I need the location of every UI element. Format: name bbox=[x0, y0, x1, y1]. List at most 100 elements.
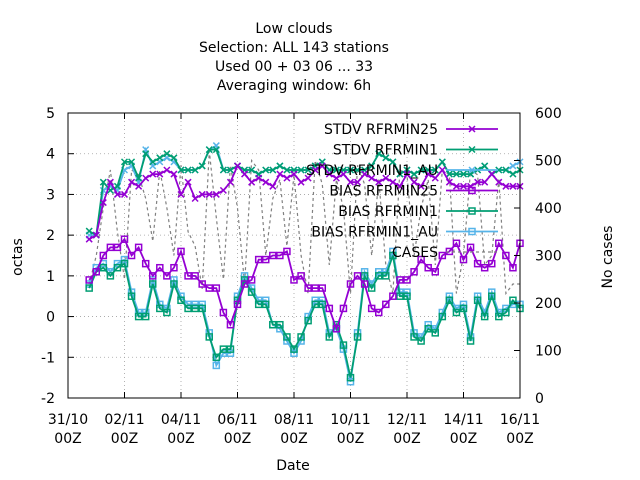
data-point bbox=[198, 280, 206, 288]
data-point bbox=[502, 166, 510, 174]
data-point bbox=[452, 308, 461, 317]
data-point-stroke bbox=[113, 182, 121, 190]
data-point-stroke bbox=[106, 178, 114, 186]
data-point bbox=[184, 166, 192, 174]
data-point bbox=[248, 178, 256, 186]
data-point-stroke bbox=[156, 154, 164, 162]
data-point-stroke bbox=[403, 170, 411, 178]
data-point bbox=[459, 304, 468, 313]
data-point bbox=[332, 166, 340, 174]
data-point bbox=[163, 166, 171, 174]
data-point bbox=[382, 300, 390, 309]
legend-label: BIAS RFRMIN1 bbox=[338, 204, 438, 220]
data-point bbox=[480, 263, 489, 272]
data-point bbox=[191, 166, 199, 174]
data-point bbox=[396, 170, 404, 178]
y2-tick-label: 300 bbox=[535, 249, 562, 265]
data-point bbox=[198, 162, 206, 170]
data-point-stroke bbox=[502, 166, 510, 174]
data-point-stroke bbox=[368, 162, 376, 170]
data-point-stroke bbox=[389, 158, 397, 166]
data-point bbox=[389, 158, 397, 166]
data-point bbox=[438, 251, 447, 260]
data-point bbox=[459, 170, 468, 178]
data-point bbox=[226, 166, 234, 174]
data-point bbox=[445, 178, 453, 186]
data-point bbox=[233, 300, 242, 309]
data-point-stroke bbox=[354, 166, 362, 174]
x-tick-label: 00Z bbox=[337, 431, 364, 447]
data-point bbox=[240, 280, 249, 288]
data-point bbox=[276, 162, 284, 170]
data-point bbox=[254, 300, 263, 309]
data-point bbox=[177, 296, 185, 305]
data-point bbox=[85, 284, 93, 292]
data-point bbox=[290, 345, 298, 353]
data-point bbox=[170, 154, 178, 162]
data-point-stroke bbox=[452, 182, 460, 190]
data-point bbox=[466, 337, 475, 345]
data-point bbox=[396, 182, 404, 190]
data-point bbox=[396, 292, 404, 300]
data-point-stroke bbox=[219, 186, 227, 194]
data-point bbox=[113, 263, 122, 272]
chart-title: Low clouds Selection: ALL 143 stations Use… bbox=[199, 21, 389, 94]
series-bias-rfrmin1 bbox=[85, 251, 524, 382]
data-point bbox=[318, 300, 326, 309]
data-point bbox=[212, 284, 221, 292]
data-point-stroke bbox=[452, 170, 460, 178]
data-point bbox=[141, 312, 150, 321]
data-point bbox=[127, 251, 136, 260]
data-point-stroke bbox=[205, 190, 213, 198]
data-point bbox=[240, 276, 249, 284]
y-tick-label: -2 bbox=[41, 391, 55, 407]
data-point-stroke bbox=[417, 166, 425, 174]
data-point-stroke bbox=[445, 178, 453, 186]
data-point-stroke bbox=[417, 182, 425, 190]
data-point bbox=[149, 272, 157, 280]
data-point bbox=[466, 243, 475, 252]
data-point bbox=[290, 276, 298, 284]
data-point bbox=[304, 174, 312, 182]
data-point bbox=[403, 292, 411, 300]
data-point bbox=[269, 182, 277, 190]
data-point bbox=[184, 178, 192, 186]
data-point bbox=[128, 178, 136, 186]
x-tick-label: 14/11 bbox=[443, 412, 483, 428]
data-point bbox=[212, 361, 221, 370]
data-point-stroke bbox=[191, 194, 199, 203]
data-point-stroke bbox=[346, 178, 355, 186]
data-point bbox=[389, 292, 397, 300]
data-point bbox=[311, 284, 319, 292]
data-point-stroke bbox=[445, 170, 453, 178]
data-point bbox=[360, 272, 369, 280]
data-point bbox=[354, 178, 362, 186]
y-tick-label: 3 bbox=[46, 187, 55, 203]
data-point bbox=[142, 174, 150, 182]
data-point-stroke bbox=[248, 166, 256, 174]
data-point-stroke bbox=[276, 162, 284, 170]
y-tick-label: 0 bbox=[46, 310, 55, 326]
data-point-stroke bbox=[467, 170, 475, 178]
grid bbox=[67, 112, 521, 399]
data-point-stroke bbox=[339, 170, 347, 178]
data-point-stroke bbox=[354, 178, 362, 186]
y-axis-label: octas bbox=[10, 238, 26, 276]
x-tick-label: 00Z bbox=[224, 431, 251, 447]
data-point bbox=[184, 272, 192, 280]
y-tick-label: -1 bbox=[41, 350, 55, 366]
y2-tick-label: 100 bbox=[535, 344, 562, 360]
data-point bbox=[431, 174, 439, 182]
data-point bbox=[205, 284, 213, 292]
title-line: Low clouds bbox=[255, 21, 332, 37]
data-point bbox=[468, 186, 476, 195]
data-point bbox=[375, 308, 383, 317]
data-point bbox=[85, 235, 93, 243]
data-point bbox=[468, 227, 476, 236]
x-tick-label: 16/11 bbox=[500, 412, 540, 428]
data-point-stroke bbox=[113, 190, 121, 198]
data-point bbox=[396, 276, 404, 284]
data-point bbox=[99, 251, 108, 260]
data-point bbox=[480, 312, 489, 321]
